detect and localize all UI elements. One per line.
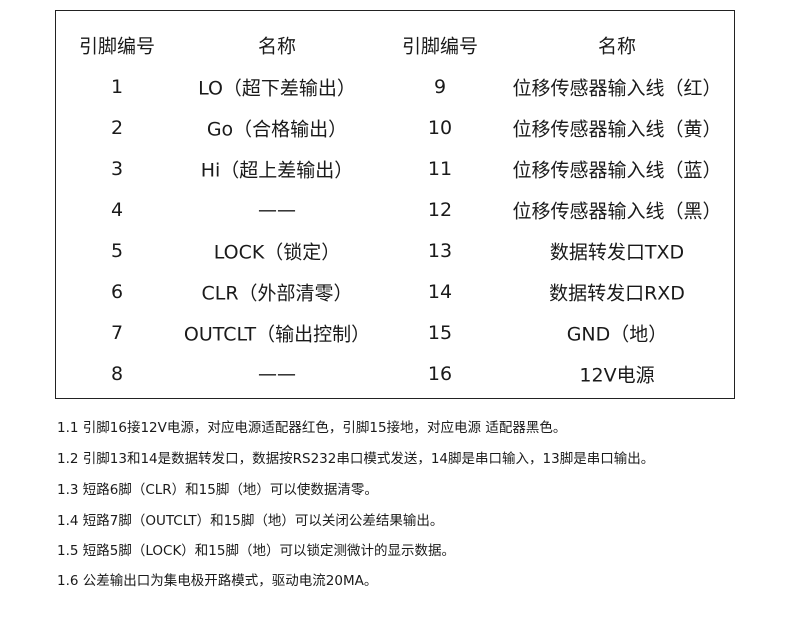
pin-name: OUTCLT（输出控制）: [183, 323, 371, 346]
note-line: 1.4 短路7脚（OUTCLT）和15脚（地）可以关闭公差结果输出。: [57, 513, 444, 529]
pin-number: 5: [110, 240, 124, 262]
pin-number: 4: [110, 199, 124, 221]
pin-name: ——: [258, 199, 296, 221]
pin-number: 2: [110, 117, 124, 139]
pin-name: LOCK（锁定）: [213, 241, 341, 264]
pin-number: 6: [110, 281, 124, 303]
pin-number: 10: [427, 117, 453, 139]
pin-number: 9: [433, 76, 447, 98]
pin-name: 位移传感器输入线（黄）: [512, 118, 722, 141]
pin-number: 1: [110, 76, 124, 98]
pin-name: Go（合格输出）: [206, 118, 348, 141]
pin-table: [55, 10, 735, 399]
note-line: 1.3 短路6脚（CLR）和15脚（地）可以使数据清零。: [57, 482, 378, 498]
header-pin-number: 引脚编号: [78, 35, 156, 58]
note-line: 1.1 引脚16接12V电源，对应电源适配器红色，引脚15接地，对应电源 适配器…: [57, 420, 567, 436]
pin-name: 位移传感器输入线（蓝）: [512, 159, 722, 182]
pin-name: 数据转发口TXD: [549, 241, 685, 264]
note-line: 1.6 公差输出口为集电极开路模式，驱动电流20MA。: [57, 573, 378, 589]
pin-number: 7: [110, 322, 124, 344]
pin-number: 15: [427, 322, 453, 344]
pin-name: Hi（超上差输出）: [200, 159, 354, 182]
pin-name: 位移传感器输入线（黑）: [512, 200, 722, 223]
pin-name: CLR（外部清零）: [201, 282, 353, 305]
pin-name: ——: [258, 363, 296, 385]
pin-number: 11: [427, 158, 453, 180]
header-name: 名称: [597, 35, 637, 58]
pin-name: GND（地）: [566, 323, 668, 346]
note-line: 1.2 引脚13和14是数据转发口，数据按RS232串口模式发送，14脚是串口输…: [57, 451, 655, 467]
pin-name: 12V电源: [579, 364, 655, 387]
pin-name: 数据转发口RXD: [549, 282, 685, 305]
note-line: 1.5 短路5脚（LOCK）和15脚（地）可以锁定测微计的显示数据。: [57, 543, 455, 559]
pin-name: 位移传感器输入线（红）: [512, 77, 722, 100]
header-name: 名称: [257, 35, 297, 58]
pin-number: 13: [427, 240, 453, 262]
pin-number: 16: [427, 363, 453, 385]
header-pin-number: 引脚编号: [401, 35, 479, 58]
pin-number: 8: [110, 363, 124, 385]
pin-number: 12: [427, 199, 453, 221]
pin-number: 14: [427, 281, 453, 303]
pin-name: LO（超下差输出）: [198, 77, 356, 100]
pin-number: 3: [110, 158, 124, 180]
